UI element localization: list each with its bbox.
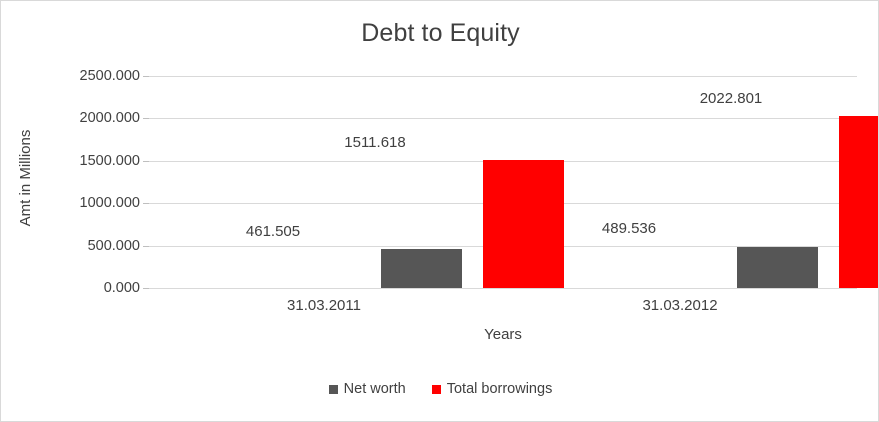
bar-data-label: 1511.618 — [344, 133, 406, 151]
x-axis-category-label: 31.03.2012 — [642, 297, 718, 314]
bar-data-label: 2022.801 — [699, 90, 763, 108]
gridline — [149, 118, 857, 120]
y-axis-tick-label: 2500.000 — [79, 68, 140, 84]
plot-area — [149, 76, 878, 289]
chart-legend: Net worth Total borrowings — [1, 381, 878, 397]
bar-net-worth-31.03.2011[interactable] — [380, 248, 462, 288]
legend-swatch-icon — [431, 384, 441, 394]
y-axis-tick-mark — [143, 203, 149, 205]
legend-item-net-worth[interactable]: Net worth — [328, 381, 406, 397]
y-axis-tick-label: 0.000 — [103, 280, 140, 296]
y-axis-tick-mark — [143, 160, 149, 162]
legend-label: Net worth — [343, 381, 406, 397]
bar-data-label: 489.536 — [601, 220, 657, 238]
x-axis-line — [149, 288, 857, 289]
y-axis-tick-mark — [143, 288, 149, 289]
y-axis-title: Amt in Millions — [17, 129, 34, 227]
gridline — [149, 76, 857, 77]
x-axis-title: Years — [484, 326, 522, 343]
y-axis-tick-label: 1500.000 — [79, 152, 140, 169]
bar-total-borrowings-31.03.2012[interactable] — [838, 116, 878, 288]
legend-item-total-borrowings[interactable]: Total borrowings — [431, 381, 553, 397]
bar-net-worth-31.03.2012[interactable] — [736, 246, 818, 288]
y-axis-tick-mark — [143, 76, 149, 77]
legend-swatch-icon — [328, 384, 338, 394]
y-axis-tick-mark — [143, 118, 149, 120]
x-axis-category-label: 31.03.2011 — [287, 297, 361, 314]
y-axis-tick-mark — [143, 245, 149, 247]
y-axis-tick-label: 1000.000 — [79, 195, 140, 212]
y-axis-tick-label: 2000.000 — [79, 110, 140, 127]
legend-label: Total borrowings — [446, 381, 553, 397]
chart-title: Debt to Equity — [361, 19, 520, 47]
y-axis-tick-label: 500.000 — [87, 237, 140, 254]
bar-total-borrowings-31.03.2011[interactable] — [482, 159, 564, 288]
bar-data-label: 461.505 — [245, 222, 301, 240]
